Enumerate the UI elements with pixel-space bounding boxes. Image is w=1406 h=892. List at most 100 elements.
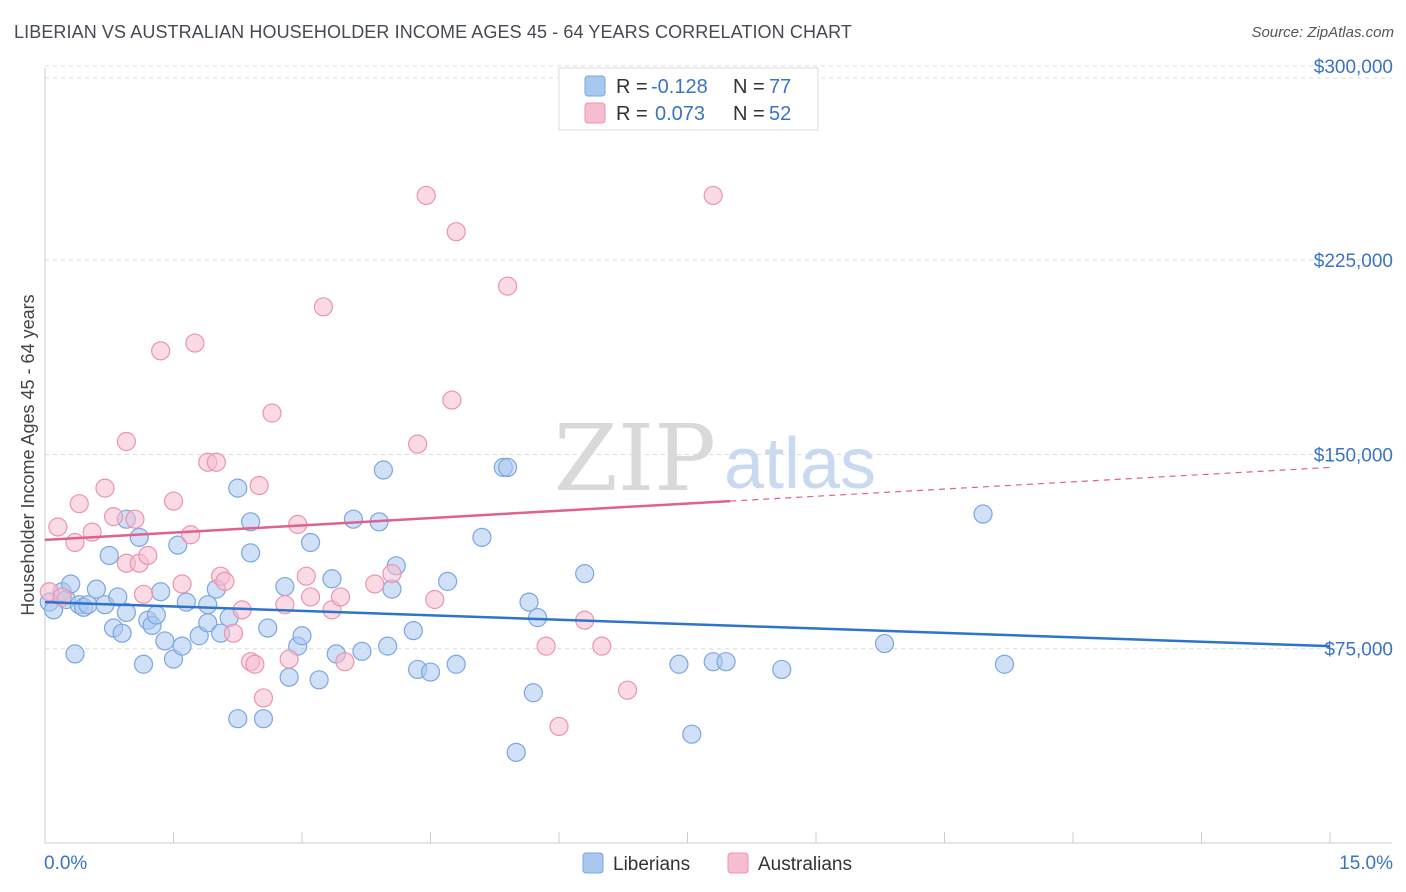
- australian-point-9: [116, 431, 136, 452]
- australian-point-41: [408, 434, 428, 454]
- liberian-point-69: [682, 724, 702, 744]
- liberian-point-59: [446, 654, 466, 674]
- australian-point-15: [163, 491, 184, 511]
- australian-point-46: [498, 276, 518, 296]
- australian-point-4: [69, 494, 89, 514]
- liberian-point-64: [519, 592, 539, 612]
- australian-point-51: [617, 680, 638, 700]
- liberian-point-48: [343, 509, 363, 529]
- liberian-point-44: [300, 532, 321, 553]
- y-tick-label-2: $225,000: [1314, 251, 1393, 272]
- australian-point-1: [48, 517, 68, 537]
- liberian-point-43: [292, 626, 312, 646]
- liberian-point-5: [65, 644, 85, 664]
- legend-swatch-blue: [584, 75, 606, 97]
- liberian-point-49: [352, 641, 372, 661]
- australian-point-34: [300, 587, 321, 607]
- x-tick-label-0: 0.0%: [44, 853, 87, 874]
- stats-legend: R = -0.128 N = 77 R = 0.073 N = 52: [558, 67, 819, 131]
- australian-point-44: [442, 390, 462, 410]
- liberian-point-30: [198, 613, 218, 633]
- liberian-point-12: [108, 587, 128, 607]
- australian-point-28: [253, 688, 274, 708]
- liberian-point-63: [506, 742, 526, 762]
- liberian-point-73: [874, 633, 895, 654]
- australian-point-37: [330, 587, 351, 607]
- australian-point-13: [138, 545, 158, 566]
- chart-title: LIBERIAN VS AUSTRALIAN HOUSEHOLDER INCOM…: [14, 22, 853, 42]
- liberian-point-41: [279, 667, 299, 687]
- australian-point-38: [335, 652, 355, 672]
- liberian-point-15: [116, 602, 136, 623]
- australian-point-40: [382, 564, 402, 584]
- australian-point-33: [296, 566, 316, 586]
- trend-lines: [44, 466, 1331, 648]
- liberian-point-37: [241, 543, 261, 563]
- series-label-liberians: Liberians: [613, 854, 690, 875]
- liberian-point-22: [151, 582, 171, 602]
- australian-point-3: [65, 532, 85, 553]
- liberian-point-17: [129, 527, 149, 547]
- australian-point-42: [416, 185, 436, 206]
- liberian-point-68: [669, 654, 689, 674]
- watermark: ZIP atlas: [554, 405, 876, 512]
- liberian-point-58: [438, 571, 458, 591]
- australian-point-22: [215, 571, 235, 591]
- liberian-point-36: [241, 512, 261, 532]
- legend-n-label-2: N =: [733, 103, 765, 125]
- y-tick-labels: $75,000 $150,000 $225,000 $300,000: [1314, 57, 1393, 661]
- liberian-point-38: [253, 709, 274, 729]
- australian-point-43: [425, 589, 445, 610]
- liberian-point-23: [155, 631, 175, 651]
- liberian-point-18: [133, 654, 154, 674]
- legend-n-value-1: 77: [769, 76, 791, 98]
- legend-n-value-2: 52: [769, 103, 791, 125]
- liberian-point-57: [420, 662, 441, 682]
- legend-r-value-1: -0.128: [651, 76, 708, 98]
- australian-point-14: [151, 341, 171, 361]
- liberian-point-14: [112, 623, 132, 643]
- liberian-point-67: [575, 564, 595, 584]
- legend-n-label-1: N =: [733, 76, 765, 98]
- liberian-point-52: [378, 636, 398, 656]
- liberian-point-65: [523, 683, 543, 703]
- series-label-australians: Australians: [758, 854, 852, 875]
- liberian-point-46: [322, 569, 342, 589]
- australian-point-16: [172, 574, 192, 594]
- australian-point-52: [703, 185, 723, 206]
- liberian-point-25: [168, 535, 188, 555]
- x-tick-label-1: 15.0%: [1339, 853, 1393, 874]
- australian-point-29: [262, 403, 282, 423]
- australian-point-23: [223, 623, 244, 643]
- australian-point-20: [206, 452, 226, 472]
- liberian-point-74: [973, 504, 993, 524]
- australian-point-31: [279, 649, 299, 669]
- australian-point-50: [592, 636, 612, 656]
- liberian-trend-line: [44, 600, 1331, 648]
- y-tick-label-0: $75,000: [1324, 640, 1393, 661]
- liberian-point-34: [228, 709, 248, 729]
- liberian-point-72: [772, 659, 792, 680]
- australian-trend-extension: [730, 466, 1331, 502]
- australian-point-47: [536, 636, 556, 656]
- liberian-point-51: [373, 460, 393, 480]
- australian-point-17: [181, 525, 201, 545]
- liberian-point-35: [228, 478, 248, 498]
- watermark-zip: ZIP: [554, 405, 716, 512]
- legend-r-value-2: 0.073: [655, 103, 705, 125]
- source-label: Source: ZipAtlas.com: [1251, 24, 1394, 41]
- australian-point-10: [125, 509, 145, 529]
- liberian-point-55: [403, 620, 423, 641]
- x-tick-labels: 0.0% 15.0%: [44, 853, 1393, 874]
- australian-point-12: [133, 584, 154, 604]
- series-legend: Liberians Australians: [582, 852, 852, 875]
- series-swatch-liberians: [582, 852, 604, 874]
- data-points: [39, 185, 1015, 762]
- liberian-point-39: [258, 618, 278, 638]
- legend-swatch-pink: [584, 102, 606, 124]
- liberian-point-40: [275, 576, 295, 597]
- australian-point-27: [249, 475, 269, 496]
- liberian-point-45: [309, 670, 329, 690]
- australian-point-6: [95, 478, 115, 498]
